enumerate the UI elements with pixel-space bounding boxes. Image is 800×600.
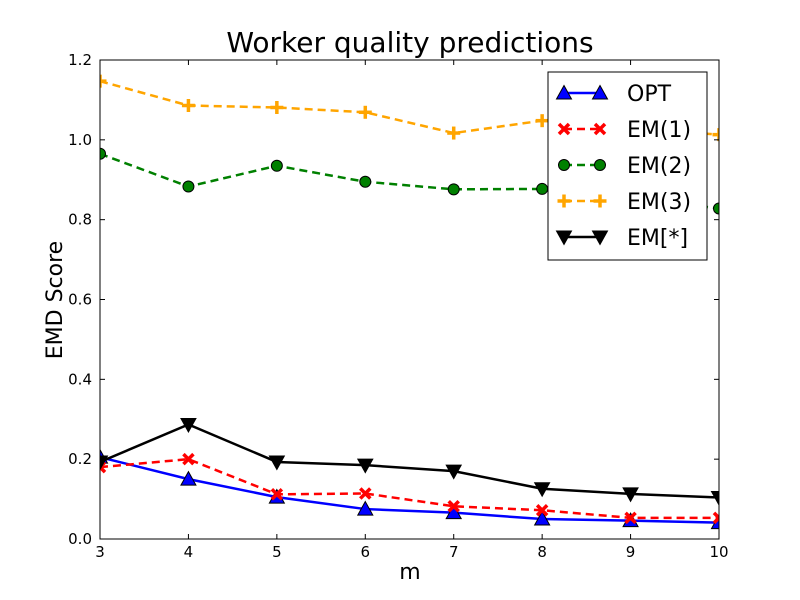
data-point <box>710 490 719 507</box>
legend-marker <box>591 84 609 100</box>
data-point <box>535 114 549 128</box>
data-point <box>533 510 551 526</box>
y-axis-label: EMD Score <box>43 241 68 359</box>
series-line <box>100 423 719 499</box>
data-point <box>180 470 197 486</box>
data-point <box>712 128 719 142</box>
y-tick-label: 0.4 <box>68 370 92 388</box>
data-point <box>622 487 639 503</box>
legend-label: OPT <box>627 82 672 107</box>
legend-marker <box>555 230 573 246</box>
legend-item: EM(2) <box>558 154 691 179</box>
x-tick-label: 5 <box>272 543 282 561</box>
series-line <box>100 457 719 520</box>
series-line <box>100 455 719 524</box>
chart-title: Worker quality predictions <box>226 26 593 59</box>
data-point <box>268 455 286 471</box>
legend-label: EM(2) <box>627 154 691 179</box>
data-point <box>359 487 372 500</box>
series-EM(1) <box>100 452 719 525</box>
data-point <box>356 500 374 516</box>
legend-marker <box>557 194 571 208</box>
data-point <box>100 74 107 88</box>
data-point <box>624 511 637 525</box>
legend-label: EM(3) <box>627 190 691 215</box>
series-EM[*] <box>100 417 719 507</box>
legend-label: EM[*] <box>627 226 688 251</box>
x-tick-label: 8 <box>537 543 547 561</box>
data-point <box>358 105 372 119</box>
legend-marker <box>593 194 607 208</box>
data-point <box>270 488 284 501</box>
x-tick-label: 6 <box>361 543 371 561</box>
y-tick-label: 1.2 <box>68 51 92 69</box>
data-point <box>713 202 719 215</box>
x-axis: 3 4 5 6 7 8 9 10 <box>95 60 729 561</box>
y-tick-label: 1.0 <box>68 131 92 149</box>
data-point <box>182 452 195 466</box>
x-tick-label: 3 <box>95 543 105 561</box>
data-point <box>447 500 460 513</box>
y-axis: 0.0 0.2 0.4 0.6 0.8 1.0 1.2 <box>68 51 719 548</box>
data-point <box>356 458 374 474</box>
legend-marker <box>558 159 570 171</box>
legend-item: EM(3) <box>557 190 691 215</box>
data-point <box>535 504 549 517</box>
legend-marker <box>555 84 573 100</box>
legend-marker <box>591 230 609 246</box>
data-point <box>447 183 460 196</box>
legend-marker <box>594 159 606 171</box>
y-tick-label: 0.0 <box>68 530 92 548</box>
data-point <box>180 417 197 433</box>
y-tick-label: 0.8 <box>68 211 92 229</box>
data-point <box>181 99 195 113</box>
legend-item: EM(1) <box>557 118 691 143</box>
x-tick-label: 9 <box>626 543 636 561</box>
data-point <box>445 464 463 480</box>
data-point <box>182 180 195 193</box>
y-tick-label: 0.6 <box>68 291 92 309</box>
data-point <box>712 511 719 525</box>
legend-label: EM(1) <box>627 118 691 143</box>
data-point <box>533 482 551 498</box>
x-tick-label: 4 <box>184 543 194 561</box>
x-tick-label: 10 <box>709 543 728 561</box>
x-tick-label: 7 <box>449 543 459 561</box>
legend-item: EM[*] <box>555 226 688 251</box>
data-point <box>447 126 461 140</box>
y-tick-label: 0.2 <box>68 450 92 468</box>
data-point <box>270 159 283 172</box>
legend: OPT EM(1) EM(2) EM(3) EM[*] <box>547 71 708 261</box>
legend-item: OPT <box>555 82 672 107</box>
legend-marker <box>593 122 607 136</box>
legend-box <box>547 71 708 261</box>
data-point <box>536 182 549 195</box>
x-axis-label: m <box>399 560 420 585</box>
data-point <box>359 175 372 188</box>
data-point <box>100 147 106 160</box>
data-point <box>270 101 284 115</box>
legend-marker <box>557 122 571 136</box>
